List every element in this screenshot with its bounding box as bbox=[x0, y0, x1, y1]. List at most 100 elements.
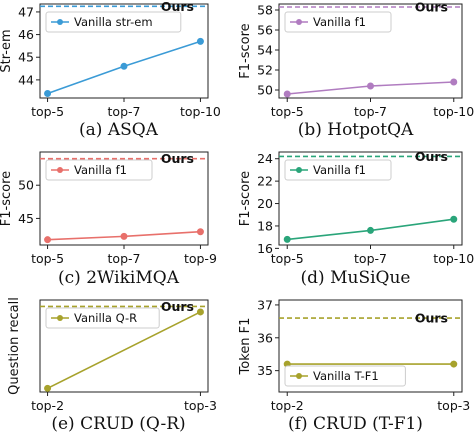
data-point bbox=[44, 384, 52, 392]
y-tick-label: 44 bbox=[18, 72, 34, 87]
y-tick-label: 45 bbox=[18, 50, 34, 65]
y-tick-label: 22 bbox=[257, 174, 273, 189]
data-point bbox=[196, 37, 204, 45]
plot-frame bbox=[278, 299, 463, 393]
legend-box bbox=[45, 159, 153, 181]
legend-box bbox=[284, 365, 406, 387]
legend-swatch-marker bbox=[57, 315, 63, 321]
data-point bbox=[44, 236, 52, 244]
y-tick-label: 54 bbox=[257, 43, 273, 58]
legend: Vanilla f1 bbox=[284, 11, 392, 33]
legend-entry: Vanilla T-F1 bbox=[313, 369, 379, 383]
ours-label: Ours bbox=[415, 0, 448, 15]
data-point bbox=[450, 78, 458, 86]
legend-box bbox=[45, 11, 182, 33]
legend-entry: Vanilla f1 bbox=[74, 163, 127, 177]
x-tick-label: top-5 bbox=[271, 104, 304, 119]
x-tick-label: top-3 bbox=[184, 398, 217, 413]
legend-box bbox=[284, 159, 392, 181]
x-tick-label: top-7 bbox=[354, 251, 387, 266]
y-tick-label: 58 bbox=[257, 3, 273, 18]
data-point bbox=[44, 89, 52, 97]
x-tick-label: top-7 bbox=[108, 104, 141, 119]
y-tick-label: 50 bbox=[18, 178, 34, 193]
ours-label: Ours bbox=[415, 311, 448, 326]
y-tick-label: 46 bbox=[18, 27, 34, 42]
y-axis-label: F1-score bbox=[238, 23, 253, 78]
chart-panel-1: 44 45 46 47 top-5 top-7 top-10 Str-em Ours Vanill… bbox=[0, 0, 221, 119]
legend: Vanilla Q-R bbox=[45, 307, 160, 329]
y-tick-label: 47 bbox=[18, 4, 34, 19]
y-axis-label: Str-em bbox=[0, 29, 14, 72]
y-tick-label: 56 bbox=[257, 23, 273, 38]
data-point bbox=[120, 62, 128, 70]
y-axis-label: Question recall bbox=[7, 297, 22, 395]
x-tick-label: top-5 bbox=[31, 251, 64, 266]
legend-box bbox=[45, 307, 160, 329]
legend-swatch-marker bbox=[57, 167, 63, 173]
x-tick-label: top-2 bbox=[271, 398, 304, 413]
legend: Vanilla str-em bbox=[45, 11, 182, 33]
chart-panel-5: top-2 top-3 Question recall Ours Vanilla Q-R bbox=[7, 297, 217, 413]
legend-entry: Vanilla f1 bbox=[313, 15, 366, 29]
x-tick-label: top-10 bbox=[433, 104, 474, 119]
y-axis-label: Token F1 bbox=[238, 318, 253, 376]
y-axis-label: F1-score bbox=[238, 171, 253, 226]
legend-entry: Vanilla Q-R bbox=[74, 311, 137, 325]
panel-caption: (b) HotpotQA bbox=[297, 120, 414, 140]
series-line bbox=[47, 311, 201, 390]
chart-panel-3: 45 50 top-5 top-7 top-9 F1-score Ours Vanilla f… bbox=[0, 151, 217, 266]
y-tick-label: 18 bbox=[257, 218, 273, 233]
legend: Vanilla f1 bbox=[284, 159, 392, 181]
chart-panel-2: 50 52 54 56 58 top-5 top-7 top-10 F1-score Ours Va… bbox=[238, 0, 474, 119]
data-point bbox=[283, 235, 291, 243]
y-tick-label: 16 bbox=[257, 241, 273, 256]
data-point bbox=[196, 228, 204, 236]
ours-label: Ours bbox=[161, 299, 194, 314]
data-point bbox=[120, 232, 128, 240]
legend: Vanilla T-F1 bbox=[284, 365, 406, 387]
data-point bbox=[196, 308, 204, 316]
panel-caption: (f) CRUD (T-F1) bbox=[288, 414, 423, 434]
y-tick-label: 37 bbox=[257, 297, 273, 312]
panel-caption: (a) ASQA bbox=[79, 120, 158, 140]
x-tick-label: top-2 bbox=[31, 398, 64, 413]
panel-caption: (d) MuSiQue bbox=[300, 268, 411, 288]
ours-label: Ours bbox=[161, 0, 194, 14]
legend-box bbox=[284, 11, 392, 33]
x-tick-label: top-10 bbox=[433, 251, 474, 266]
plot-frame bbox=[39, 299, 209, 393]
legend-swatch-marker bbox=[296, 19, 302, 25]
data-point bbox=[367, 82, 374, 90]
x-tick-label: top-10 bbox=[180, 104, 221, 119]
y-tick-label: 24 bbox=[257, 151, 273, 166]
x-tick-label: top-7 bbox=[108, 251, 141, 266]
y-tick-label: 20 bbox=[257, 196, 273, 211]
x-tick-label: top-3 bbox=[437, 398, 470, 413]
ours-label: Ours bbox=[161, 151, 194, 166]
x-tick-label: top-5 bbox=[31, 104, 64, 119]
x-tick-label: top-5 bbox=[271, 251, 304, 266]
x-tick-label: top-7 bbox=[354, 104, 387, 119]
y-tick-label: 50 bbox=[257, 83, 273, 98]
y-tick-label: 45 bbox=[18, 211, 34, 226]
legend-swatch-marker bbox=[296, 167, 302, 173]
y-tick-label: 36 bbox=[257, 330, 273, 345]
data-point bbox=[283, 90, 291, 98]
y-tick-label: 35 bbox=[257, 363, 273, 378]
data-point bbox=[450, 360, 458, 368]
legend-swatch-marker bbox=[296, 373, 302, 379]
ours-label: Ours bbox=[415, 149, 448, 164]
panel-caption: (e) CRUD (Q-R) bbox=[51, 414, 186, 434]
legend: Vanilla f1 bbox=[45, 159, 153, 181]
data-point bbox=[450, 215, 458, 223]
legend-entry: Vanilla f1 bbox=[313, 163, 366, 177]
legend-entry: Vanilla str-em bbox=[74, 15, 153, 29]
y-tick-label: 52 bbox=[257, 63, 273, 78]
x-tick-label: top-9 bbox=[184, 251, 217, 266]
chart-panel-6: 35 36 37 top-2 top-3 Token F1 Ours Vanilla T-F1 bbox=[238, 297, 470, 413]
y-axis-label: F1-score bbox=[0, 171, 14, 226]
data-point bbox=[367, 226, 374, 234]
legend-swatch-marker bbox=[57, 19, 63, 25]
